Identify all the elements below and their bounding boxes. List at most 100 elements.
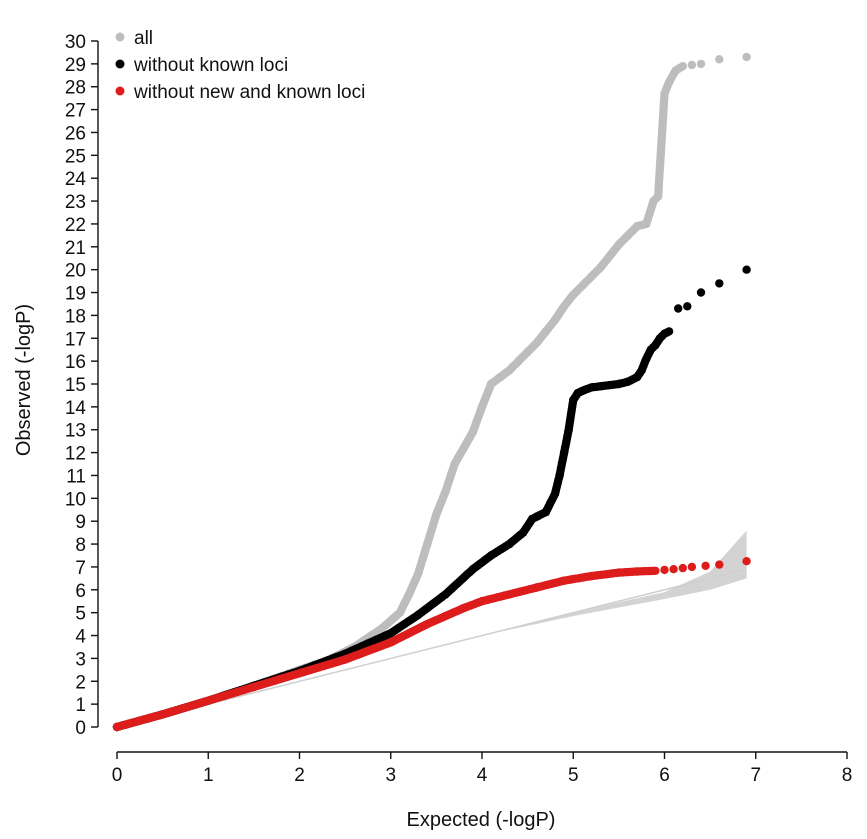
- y-tick-label: 1: [75, 695, 86, 716]
- data-point: [559, 302, 569, 311]
- y-tick-label: 21: [65, 238, 86, 259]
- x-tick-label: 0: [112, 765, 123, 786]
- data-point: [642, 219, 651, 229]
- data-point: [413, 610, 423, 620]
- data-point: [605, 380, 614, 390]
- data-point: [605, 251, 614, 261]
- data-point: [459, 603, 468, 613]
- data-point: [559, 576, 569, 585]
- data-point: [518, 528, 528, 537]
- data-point: [477, 597, 487, 606]
- data-point: [715, 560, 724, 569]
- data-point: [523, 347, 532, 357]
- data-point: [742, 265, 751, 274]
- data-point: [614, 568, 624, 577]
- data-point: [715, 55, 724, 64]
- data-point: [423, 539, 432, 549]
- data-point: [395, 608, 405, 617]
- data-point: [486, 551, 496, 560]
- y-tick-label: 14: [65, 398, 87, 419]
- data-point: [295, 669, 304, 678]
- data-point: [468, 427, 478, 437]
- data-point: [660, 89, 669, 98]
- points-layer: [112, 52, 751, 732]
- data-point: [671, 66, 680, 75]
- data-point: [423, 619, 432, 629]
- data-point: [596, 382, 605, 391]
- data-point: [632, 222, 642, 231]
- x-tick-label: 3: [385, 765, 396, 786]
- data-point: [432, 510, 441, 519]
- data-point: [496, 372, 505, 382]
- data-point: [441, 487, 450, 496]
- data-point: [505, 539, 514, 549]
- x-axis-title: Expected (-logP): [407, 809, 556, 831]
- data-point: [696, 288, 706, 297]
- y-tick-label: 10: [65, 489, 86, 510]
- data-point: [532, 338, 541, 347]
- data-point: [578, 281, 587, 290]
- data-point: [587, 383, 596, 392]
- data-point: [687, 60, 697, 70]
- y-tick-label: 29: [65, 55, 86, 76]
- data-point: [664, 327, 674, 336]
- series-2: [112, 557, 751, 732]
- data-point: [653, 192, 663, 201]
- data-point: [564, 425, 573, 434]
- data-point: [687, 562, 697, 572]
- data-point: [477, 402, 487, 412]
- x-tick-label: 5: [568, 765, 579, 786]
- y-tick-label: 12: [65, 444, 86, 465]
- data-point: [559, 448, 569, 457]
- data-point: [413, 569, 423, 578]
- y-tick-label: 4: [75, 627, 86, 648]
- data-point: [651, 340, 660, 350]
- data-point: [587, 571, 596, 581]
- data-point: [555, 471, 564, 480]
- data-point: [587, 272, 596, 281]
- data-point: [514, 356, 523, 366]
- legend-marker: [115, 86, 125, 96]
- y-axis-title: Observed (-logP): [13, 304, 35, 456]
- legend-label: without new and known loci: [133, 82, 365, 103]
- x-tick-label: 2: [294, 765, 305, 786]
- y-tick-label: 16: [65, 352, 86, 373]
- y-tick-label: 0: [75, 718, 86, 739]
- series-0: [112, 52, 751, 732]
- data-point: [669, 565, 678, 574]
- y-tick-label: 2: [75, 672, 86, 693]
- data-point: [158, 710, 167, 719]
- data-point: [637, 366, 646, 375]
- series-1: [112, 265, 751, 732]
- data-point: [674, 304, 683, 313]
- data-point: [632, 372, 642, 382]
- data-point: [532, 583, 541, 592]
- y-tick-label: 6: [75, 581, 86, 602]
- data-point: [550, 489, 560, 498]
- data-point: [450, 459, 459, 469]
- data-point: [468, 565, 478, 574]
- y-tick-label: 15: [65, 375, 86, 396]
- y-tick-label: 13: [65, 421, 86, 442]
- y-tick-label: 9: [75, 512, 86, 533]
- data-point: [441, 590, 450, 599]
- y-tick-label: 19: [65, 284, 86, 305]
- data-point: [532, 512, 541, 521]
- data-point: [404, 590, 414, 599]
- legend-label: without known loci: [133, 55, 288, 76]
- y-tick-label: 22: [65, 215, 86, 236]
- data-point: [664, 78, 674, 87]
- x-tick-label: 8: [842, 765, 853, 786]
- data-point: [550, 315, 560, 325]
- data-point: [660, 565, 669, 575]
- data-point: [678, 563, 687, 573]
- data-point: [623, 231, 633, 240]
- y-tick-label: 25: [65, 146, 86, 167]
- data-point: [541, 507, 551, 517]
- data-point: [696, 59, 706, 69]
- data-point: [569, 395, 578, 405]
- data-point: [459, 443, 468, 453]
- y-tick-label: 8: [75, 535, 86, 556]
- data-point: [715, 279, 724, 288]
